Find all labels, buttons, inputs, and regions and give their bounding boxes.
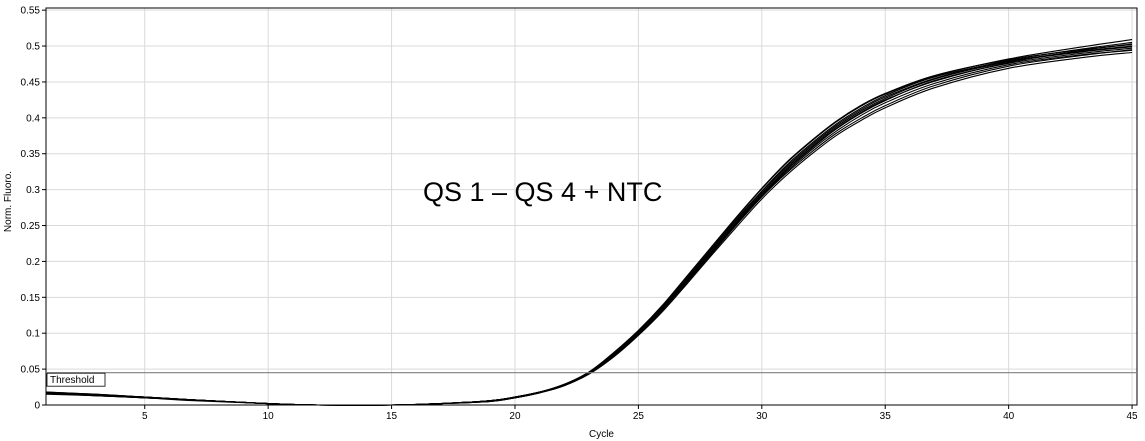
y-tick-label: 0.35 — [21, 149, 41, 160]
amplification-curve-10 — [45, 46, 1133, 406]
x-tick-label: 15 — [386, 411, 398, 422]
y-tick-label: 0 — [34, 401, 40, 412]
threshold-label-box — [46, 372, 106, 387]
x-axis-title: Cycle — [589, 429, 614, 440]
chart-annotation: QS 1 – QS 4 + NTC — [423, 177, 662, 207]
y-tick-label: 0.15 — [21, 293, 41, 304]
x-tick-label: 35 — [880, 411, 892, 422]
x-axis: 5 10 15 20 25 30 35 40 45 — [142, 405, 1138, 422]
y-tick-label: 0.2 — [26, 257, 40, 268]
x-tick-label: 5 — [142, 411, 148, 422]
x-tick-label: 20 — [509, 411, 521, 422]
y-tick-label: 0.4 — [26, 113, 40, 124]
y-axis: 0 0.05 0.1 0.15 0.2 0.25 0.3 0.35 0.4 0.45 0.5 0.55 — [21, 6, 46, 412]
y-tick-label: 0.05 — [21, 365, 41, 376]
series-group — [45, 39, 1133, 406]
y-tick-label: 0.5 — [26, 42, 40, 53]
x-tick-label: 10 — [263, 411, 275, 422]
y-tick-label: 0.45 — [21, 77, 41, 88]
y-tick-label: 0.1 — [26, 329, 40, 340]
x-tick-label: 25 — [633, 411, 645, 422]
y-tick-label: 0.55 — [21, 6, 41, 17]
grid — [46, 8, 1137, 405]
threshold-label: Threshold — [50, 375, 94, 386]
x-tick-label: 30 — [756, 411, 768, 422]
plot-area — [45, 7, 1138, 406]
x-tick-label: 45 — [1127, 411, 1139, 422]
y-tick-label: 0.25 — [21, 221, 41, 232]
y-axis-title: Norm. Fluoro. — [3, 171, 14, 232]
y-tick-label: 0.3 — [26, 185, 40, 196]
x-tick-label: 40 — [1003, 411, 1015, 422]
